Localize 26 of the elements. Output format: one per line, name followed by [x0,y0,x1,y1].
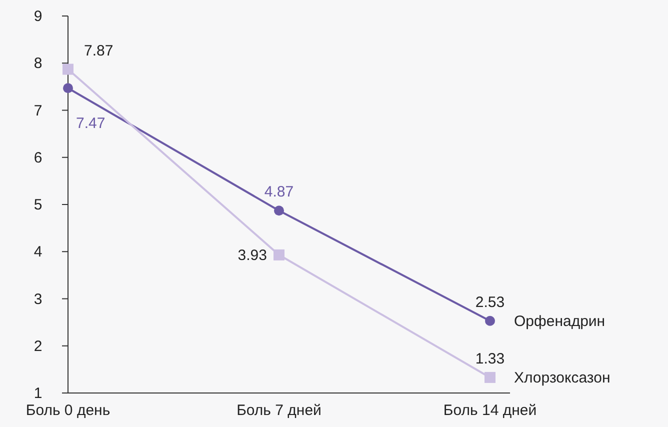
point [485,316,495,326]
series-label: Хлорзоксазон [514,369,610,386]
y-tick-label: 3 [34,290,42,308]
data-label: 2.53 [475,294,505,311]
data-label: 3.93 [238,246,267,264]
y-tick-label: 5 [34,196,42,214]
data-label: 1.33 [475,350,505,368]
point [63,83,73,94]
data-label: 7.87 [84,42,114,60]
point [62,64,74,75]
point [274,206,284,216]
data-label: 7.47 [76,115,106,132]
x-tick-label: Боль 0 день [26,402,110,419]
y-tick-label: 4 [34,244,42,261]
x-tick-label: Боль 7 дней [236,402,322,419]
y-tick-label: 8 [34,55,42,72]
data-label: 4.87 [264,184,294,201]
y-tick-label: 1 [34,385,42,402]
y-tick-label: 7 [34,102,42,120]
point [274,249,284,260]
point [484,372,496,383]
series-label: Орфенадрин [514,312,606,330]
y-tick-label: 2 [34,338,42,355]
y-tick-label: 9 [34,8,42,25]
y-tick-label: 6 [34,149,42,166]
x-tick-label: Боль 14 дней [443,402,537,419]
